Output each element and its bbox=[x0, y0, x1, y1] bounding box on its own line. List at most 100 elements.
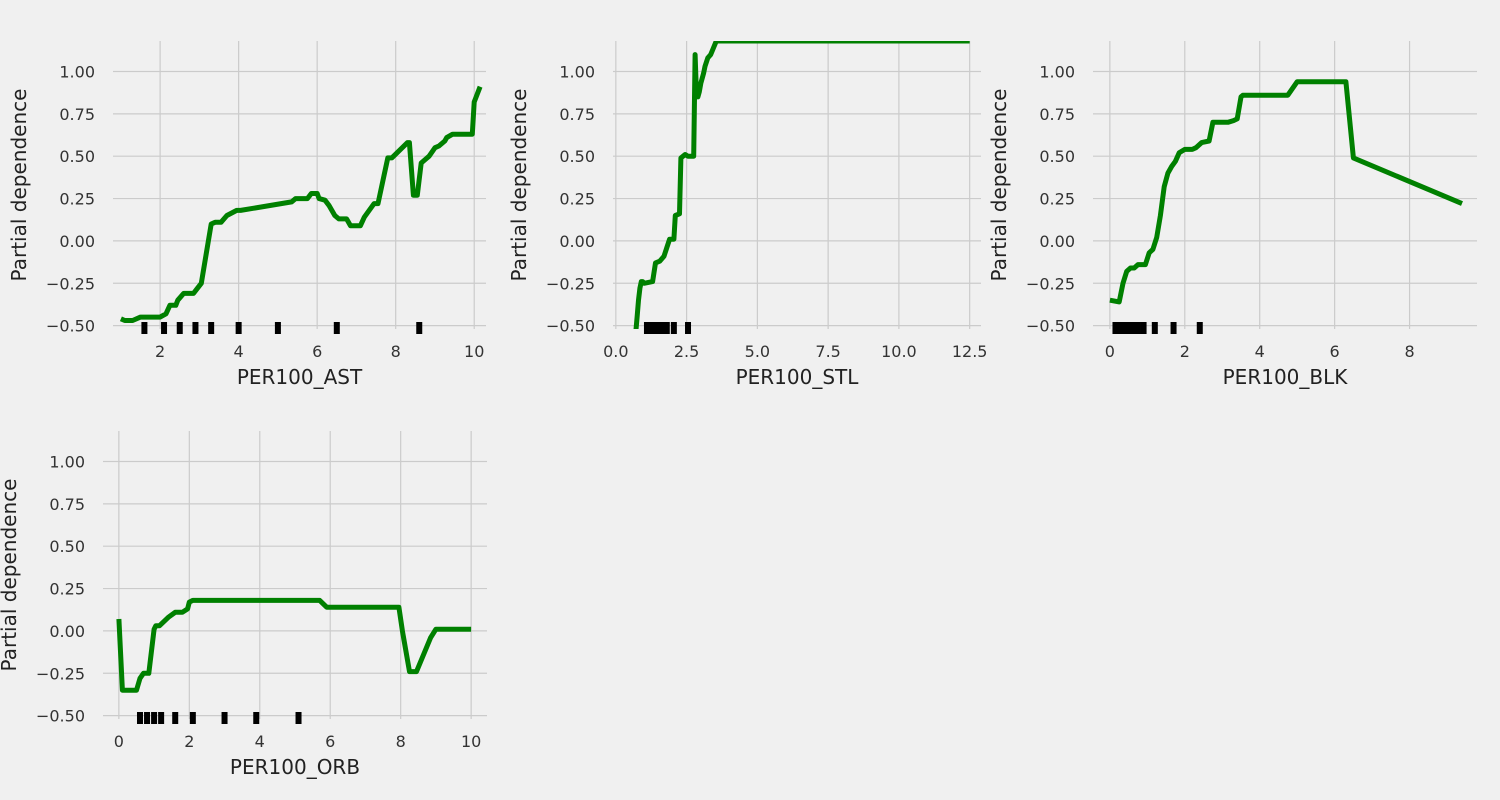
decile-marker bbox=[416, 322, 423, 334]
decile-marker bbox=[136, 712, 143, 724]
decile-marker bbox=[648, 322, 655, 334]
y-tick-label: 1.00 bbox=[1039, 62, 1075, 81]
decile-marker bbox=[1123, 322, 1130, 334]
y-tick-label: 0.00 bbox=[49, 622, 85, 641]
x-tick-label: 10 bbox=[461, 732, 481, 751]
x-tick-label: 4 bbox=[255, 732, 265, 751]
y-tick-label: 0.75 bbox=[59, 105, 95, 124]
y-tick-label: 0.50 bbox=[49, 537, 85, 556]
decile-marker bbox=[333, 322, 340, 334]
x-tick-label: 0.0 bbox=[603, 342, 628, 361]
y-tick-label: 1.00 bbox=[49, 452, 85, 471]
y-tick-label: 0.25 bbox=[559, 190, 595, 209]
pd-panel-4: 0 2 4 6 8 10 −0.50 −0.25 0.00 0.25 0.50 0.75 1.00 PER… bbox=[0, 431, 487, 779]
x-tick-label: 0 bbox=[114, 732, 124, 751]
decile-marker bbox=[176, 322, 183, 334]
y-tick-label: 0.00 bbox=[559, 232, 595, 251]
pd-panel-3: 0 2 4 6 8 −0.50 −0.25 0.00 0.25 0.50 0.75 1.00 PER10… bbox=[987, 41, 1477, 389]
decile-marker bbox=[158, 712, 165, 724]
decile-marker bbox=[1112, 322, 1119, 334]
y-tick-label: 0.25 bbox=[49, 580, 85, 599]
pd-line bbox=[116, 597, 472, 693]
decile-marker bbox=[663, 322, 670, 334]
x-tick-label: 4 bbox=[1255, 342, 1265, 361]
x-tick-label: 10 bbox=[464, 342, 484, 361]
x-tick-label: 4 bbox=[234, 342, 244, 361]
y-axis-label: Partial dependence bbox=[507, 89, 531, 282]
decile-marker bbox=[151, 712, 158, 724]
decile-marker bbox=[1140, 322, 1147, 334]
y-tick-label: 1.00 bbox=[559, 62, 595, 81]
x-axis-label: PER100_BLK bbox=[1223, 365, 1349, 389]
y-axis-label: Partial dependence bbox=[987, 89, 1011, 282]
x-tick-label: 2 bbox=[1180, 342, 1190, 361]
plot-panels: 2 4 6 8 10−0.50−0.250.000.250.500.751.00PER1… bbox=[0, 41, 1477, 779]
x-tick-label: 12.5 bbox=[952, 342, 988, 361]
decile-marker bbox=[1127, 322, 1134, 334]
decile-marker bbox=[643, 322, 650, 334]
decile-marker bbox=[274, 322, 281, 334]
y-tick-label: 0.00 bbox=[1039, 232, 1075, 251]
y-tick-label: −0.25 bbox=[46, 274, 95, 293]
decile-marker bbox=[221, 712, 228, 724]
x-tick-label: 6 bbox=[325, 732, 335, 751]
decile-marker bbox=[1151, 322, 1158, 334]
x-tick-label: 0 bbox=[1105, 342, 1115, 361]
decile-marker bbox=[1134, 322, 1141, 334]
x-tick-label: 6 bbox=[312, 342, 322, 361]
y-tick-label: −0.25 bbox=[546, 274, 595, 293]
y-tick-label: 1.00 bbox=[59, 62, 95, 81]
x-tick-label: 2.5 bbox=[674, 342, 699, 361]
y-tick-label: −0.25 bbox=[36, 664, 85, 683]
decile-marker bbox=[161, 322, 168, 334]
decile-marker bbox=[253, 712, 260, 724]
y-axis-label: Partial dependence bbox=[7, 89, 31, 282]
decile-marker bbox=[144, 712, 151, 724]
y-tick-label: −0.50 bbox=[46, 317, 95, 336]
pd-line bbox=[633, 41, 970, 329]
decile-marker bbox=[141, 322, 148, 334]
decile-marker bbox=[685, 322, 692, 334]
y-tick-label: 0.25 bbox=[1039, 190, 1075, 209]
decile-marker bbox=[235, 322, 242, 334]
decile-marker bbox=[295, 712, 302, 724]
decile-marker bbox=[670, 322, 677, 334]
decile-marker bbox=[208, 322, 215, 334]
y-tick-label: −0.50 bbox=[36, 707, 85, 726]
y-tick-label: 0.75 bbox=[1039, 105, 1075, 124]
decile-marker bbox=[1119, 322, 1126, 334]
x-tick-label: 8 bbox=[391, 342, 401, 361]
y-tick-label: 0.75 bbox=[559, 105, 595, 124]
y-axis-label: Partial dependence bbox=[0, 479, 21, 672]
x-tick-label: 10.0 bbox=[881, 342, 917, 361]
x-tick-label: 5.0 bbox=[745, 342, 770, 361]
y-tick-label: 0.25 bbox=[59, 190, 95, 209]
pd-panel-2: 0.0 2.5 5.0 7.5 10.0 12.5 −0.50 −0.25 0.00 0.25 0.… bbox=[507, 41, 987, 389]
decile-marker bbox=[172, 712, 179, 724]
x-tick-label: 8 bbox=[1404, 342, 1414, 361]
y-tick-label: −0.50 bbox=[546, 317, 595, 336]
pd-line bbox=[1109, 79, 1463, 305]
y-tick-label: −0.50 bbox=[1026, 317, 1075, 336]
y-tick-label: 0.75 bbox=[49, 495, 85, 514]
decile-marker bbox=[1116, 322, 1123, 334]
decile-marker bbox=[1196, 322, 1203, 334]
x-tick-label: 7.5 bbox=[815, 342, 840, 361]
decile-marker bbox=[192, 322, 199, 334]
pd-panel-1: 2 4 6 8 10 −0.50 −0.25 0.00 0.25 0.50 0.75 1.00 PER1… bbox=[7, 41, 486, 389]
x-tick-label: 6 bbox=[1330, 342, 1340, 361]
x-axis-label: PER100_ORB bbox=[230, 755, 360, 779]
y-tick-label: 0.50 bbox=[59, 147, 95, 166]
x-tick-label: 2 bbox=[155, 342, 165, 361]
y-tick-label: 0.50 bbox=[1039, 147, 1075, 166]
decile-marker bbox=[1170, 322, 1177, 334]
pd-line bbox=[119, 85, 483, 323]
y-tick-label: −0.25 bbox=[1026, 274, 1075, 293]
decile-marker bbox=[189, 712, 196, 724]
decile-marker bbox=[1131, 322, 1138, 334]
x-tick-label: 2 bbox=[184, 732, 194, 751]
x-tick-label: 8 bbox=[396, 732, 406, 751]
y-tick-label: 0.00 bbox=[59, 232, 95, 251]
y-tick-label: 0.50 bbox=[559, 147, 595, 166]
